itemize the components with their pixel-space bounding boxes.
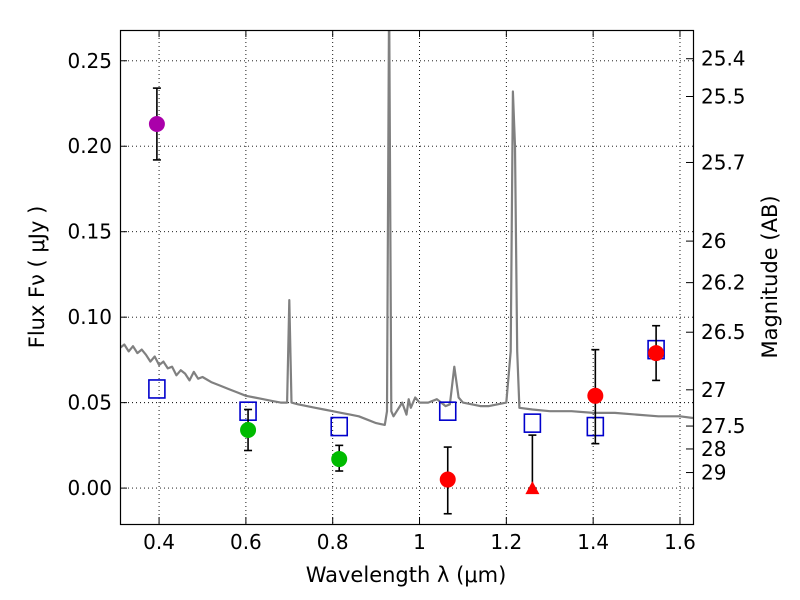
y2-tick-label: 27	[701, 378, 726, 402]
y2-tick-label: 28	[701, 437, 726, 461]
model-point-square	[330, 416, 349, 437]
observed-point	[148, 116, 165, 133]
plot-frame	[119, 29, 695, 526]
y2-tick-label: 26	[701, 229, 726, 253]
upper-limit-triangle	[525, 481, 540, 495]
y2-tick-label: 25.5	[701, 84, 746, 108]
model-point-square	[523, 413, 542, 433]
observed-point	[331, 451, 348, 468]
axis-ticks: 0.4 0.6 0.8 1 1.2 1.4 1.6 0.00 0.05 0.10 0.15 0.20 0…	[67, 30, 746, 554]
x-tick-label: 1.2	[490, 530, 522, 554]
y2-tick-label: 26.2	[701, 271, 746, 295]
y2-tick-label: 29	[701, 461, 726, 485]
model-point-square	[438, 401, 457, 421]
y-tick-label: 0.15	[67, 220, 112, 244]
observed-point	[439, 471, 456, 488]
y-tick-label: 0.20	[67, 134, 112, 158]
y2-tick-label: 25.4	[701, 47, 746, 71]
x-tick-label: 0.6	[230, 530, 262, 554]
y2-tick-label: 27.5	[701, 414, 746, 438]
y2-tick-label: 26.5	[701, 320, 746, 344]
model-point-square	[148, 379, 166, 399]
x-tick-label: 0.4	[143, 530, 175, 554]
spectrum-line	[120, 30, 693, 426]
x-tick-label: 1	[413, 530, 426, 554]
observed-point	[587, 387, 604, 404]
x-tick-label: 1.6	[664, 530, 696, 554]
y2-axis-title: Magnitude (AB)	[758, 195, 782, 358]
observed-point	[648, 345, 665, 362]
x-tick-label: 0.8	[317, 530, 349, 554]
y-tick-label: 0.10	[67, 305, 112, 329]
x-axis-title: Wavelength λ (μm)	[306, 563, 507, 587]
y-axis-title: Flux Fν ( μJy )	[25, 206, 49, 349]
plot-area	[120, 30, 693, 515]
y2-tick-label: 25.7	[701, 150, 746, 174]
y-tick-label: 0.00	[67, 476, 112, 500]
observed-point	[240, 421, 257, 438]
y-tick-label: 0.05	[67, 391, 112, 415]
y-tick-label: 0.25	[67, 49, 112, 73]
x-tick-label: 1.4	[577, 530, 609, 554]
